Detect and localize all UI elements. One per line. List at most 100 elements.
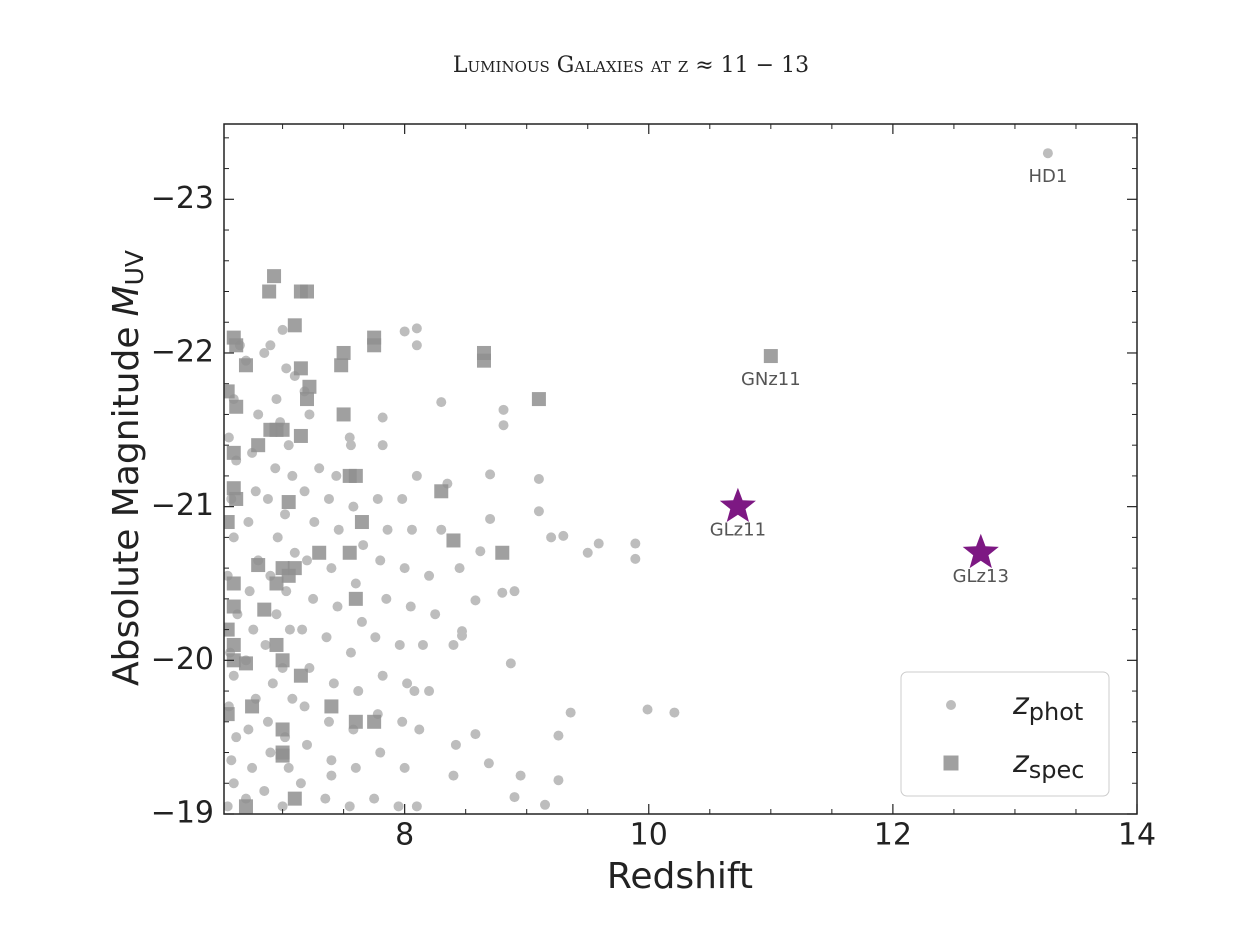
point	[287, 791, 302, 806]
point	[229, 399, 244, 414]
point	[356, 616, 367, 627]
point	[377, 412, 388, 423]
point	[399, 762, 410, 773]
point	[300, 392, 314, 407]
y-label-text: Absolute Magnitude	[106, 326, 147, 686]
point	[485, 513, 496, 524]
x-tick-label: 10	[630, 818, 668, 853]
annotation: GLz11	[710, 520, 766, 541]
point	[393, 801, 404, 812]
point	[326, 770, 337, 781]
point	[272, 532, 283, 543]
point	[348, 468, 363, 483]
y-tick-label: −19	[151, 796, 214, 831]
point	[483, 758, 494, 769]
point	[367, 714, 382, 729]
point	[314, 463, 325, 474]
point	[287, 318, 302, 333]
point	[275, 422, 290, 437]
point	[669, 707, 680, 718]
point	[265, 340, 276, 351]
point	[350, 578, 361, 589]
point	[505, 658, 516, 669]
point	[448, 770, 459, 781]
point	[297, 624, 308, 635]
x-axis-label: Redshift	[607, 856, 753, 897]
point	[399, 563, 410, 574]
point	[375, 747, 386, 758]
x-tick-label: 14	[1118, 818, 1156, 853]
point	[257, 602, 272, 617]
legend-symbol: z	[1012, 745, 1030, 780]
point	[251, 438, 266, 453]
point	[326, 755, 337, 766]
point	[553, 730, 564, 741]
point	[344, 801, 355, 812]
point	[446, 533, 461, 548]
point	[271, 394, 282, 405]
point	[565, 707, 576, 718]
point	[228, 778, 239, 789]
x-tick-label: 12	[874, 818, 912, 853]
point	[763, 349, 778, 364]
point	[457, 630, 468, 641]
point	[348, 714, 363, 729]
point	[476, 353, 491, 368]
point	[331, 470, 342, 481]
point	[244, 586, 255, 597]
point	[475, 546, 486, 557]
point	[247, 762, 258, 773]
point	[372, 493, 383, 504]
point	[275, 748, 290, 763]
point	[226, 755, 237, 766]
annotation: GNz11	[741, 369, 801, 390]
point	[283, 440, 294, 451]
point	[434, 484, 449, 499]
point	[271, 609, 282, 620]
point	[226, 481, 241, 496]
point	[454, 563, 465, 574]
point	[399, 326, 410, 337]
point	[448, 639, 459, 650]
legend-label: zspec	[1012, 745, 1084, 785]
point	[405, 601, 416, 612]
point	[397, 493, 408, 504]
point	[293, 361, 308, 376]
point	[259, 785, 270, 796]
point	[342, 545, 357, 560]
point	[962, 533, 999, 569]
point	[350, 762, 361, 773]
point	[1042, 148, 1053, 159]
point	[229, 491, 244, 506]
point	[226, 599, 241, 614]
point	[375, 555, 386, 566]
point	[228, 670, 239, 681]
y-tick-label: −22	[151, 334, 214, 369]
point	[546, 532, 557, 543]
point	[498, 420, 509, 431]
point	[251, 558, 266, 573]
point	[323, 716, 334, 727]
point	[281, 363, 292, 374]
point	[533, 473, 544, 484]
point	[302, 555, 312, 566]
point	[358, 540, 369, 551]
point	[411, 470, 422, 481]
point	[299, 701, 310, 712]
point	[308, 593, 319, 604]
point	[224, 432, 234, 443]
y-label-subscript: UV	[120, 250, 149, 285]
point	[224, 707, 235, 722]
point	[332, 601, 343, 612]
point	[411, 340, 422, 351]
point	[238, 656, 253, 671]
plot-frame	[223, 123, 1138, 815]
point	[260, 639, 271, 650]
point	[275, 722, 290, 737]
point	[424, 686, 435, 697]
chart-title: Luminous Galaxies at z ≈ 11 − 13	[453, 53, 809, 78]
point	[281, 568, 296, 583]
point	[348, 501, 359, 512]
point	[302, 739, 312, 750]
point	[353, 686, 364, 697]
